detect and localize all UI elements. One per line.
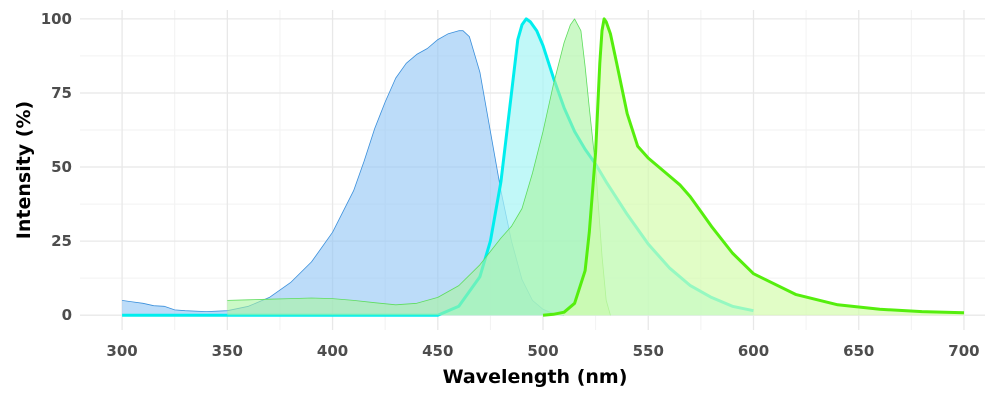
spectrum-line-4 — [542, 17, 965, 317]
x-tick-label: 400 — [317, 342, 348, 360]
x-tick-label: 300 — [106, 342, 137, 360]
y-tick-label: 100 — [41, 10, 72, 28]
x-axis-ticks: 300 350 400 450 500 550 600 650 700 — [106, 342, 979, 360]
x-tick-label: 500 — [527, 342, 558, 360]
spectrum-area-1 — [122, 30, 565, 316]
x-axis-title: Wavelength (nm) — [443, 366, 628, 388]
x-tick-label: 350 — [212, 342, 243, 360]
x-tick-label: 450 — [422, 342, 453, 360]
spectrum-area-3 — [227, 18, 611, 316]
x-tick-label: 550 — [633, 342, 664, 360]
spectrum-area-4 — [543, 18, 964, 316]
y-tick-label: 50 — [51, 158, 72, 176]
y-tick-label: 0 — [62, 306, 72, 324]
y-tick-label: 25 — [51, 232, 72, 250]
x-tick-label: 600 — [738, 342, 769, 360]
spectrum-areas — [122, 17, 965, 317]
spectrum-line-3 — [227, 18, 611, 316]
x-tick-label: 650 — [843, 342, 874, 360]
y-tick-label: 75 — [51, 84, 72, 102]
y-axis-ticks: 0 25 50 75 100 — [41, 10, 72, 324]
y-axis-title: Intensity (%) — [13, 101, 35, 239]
x-tick-label: 700 — [948, 342, 979, 360]
